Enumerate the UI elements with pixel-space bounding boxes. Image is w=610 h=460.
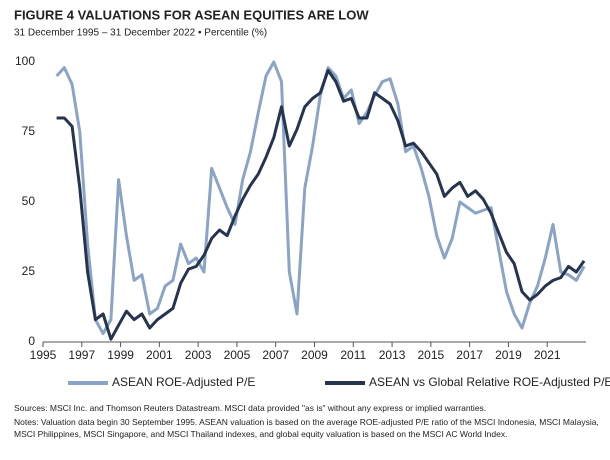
chart: FIGURE 4 VALUATIONS FOR ASEAN EQUITIES A…: [14, 7, 610, 389]
x-tick-label: 1995: [30, 348, 57, 362]
x-tick-label: 1997: [68, 348, 95, 362]
y-tick-label: 25: [22, 264, 36, 278]
x-tick-label: 2009: [301, 348, 328, 362]
x-tick-label: 2015: [418, 348, 445, 362]
x-tick-label: 2003: [185, 348, 212, 362]
x-tick-label: 2017: [456, 348, 483, 362]
y-tick-label: 75: [22, 124, 36, 138]
chart-title: FIGURE 4 VALUATIONS FOR ASEAN EQUITIES A…: [14, 7, 369, 22]
notes: Notes: Valuation data begin 30 September…: [14, 417, 599, 439]
x-tick-label: 2001: [146, 348, 173, 362]
x-tick-label: 2005: [224, 348, 251, 362]
series-line: [56, 68, 586, 341]
legend-label: ASEAN ROE-Adjusted P/E: [112, 375, 255, 389]
y-tick-label: 100: [15, 54, 35, 68]
chart-subtitle: 31 December 1995 – 31 December 2022 • Pe…: [14, 28, 267, 39]
y-tick-label: 50: [22, 194, 36, 208]
x-tick-label: 2019: [495, 348, 522, 362]
series-line: [55, 60, 586, 336]
source-note: Sources: MSCI Inc. and Thomson Reuters D…: [14, 403, 487, 413]
x-tick-label: 2013: [379, 348, 406, 362]
y-tick-label: 0: [28, 334, 35, 348]
x-tick-label: 2007: [262, 348, 289, 362]
legend-label: ASEAN vs Global Relative ROE-Adjusted P/…: [369, 375, 610, 389]
x-tick-label: 2011: [340, 348, 366, 362]
x-tick-label: 1999: [107, 348, 134, 362]
x-tick-label: 2021: [534, 348, 561, 362]
